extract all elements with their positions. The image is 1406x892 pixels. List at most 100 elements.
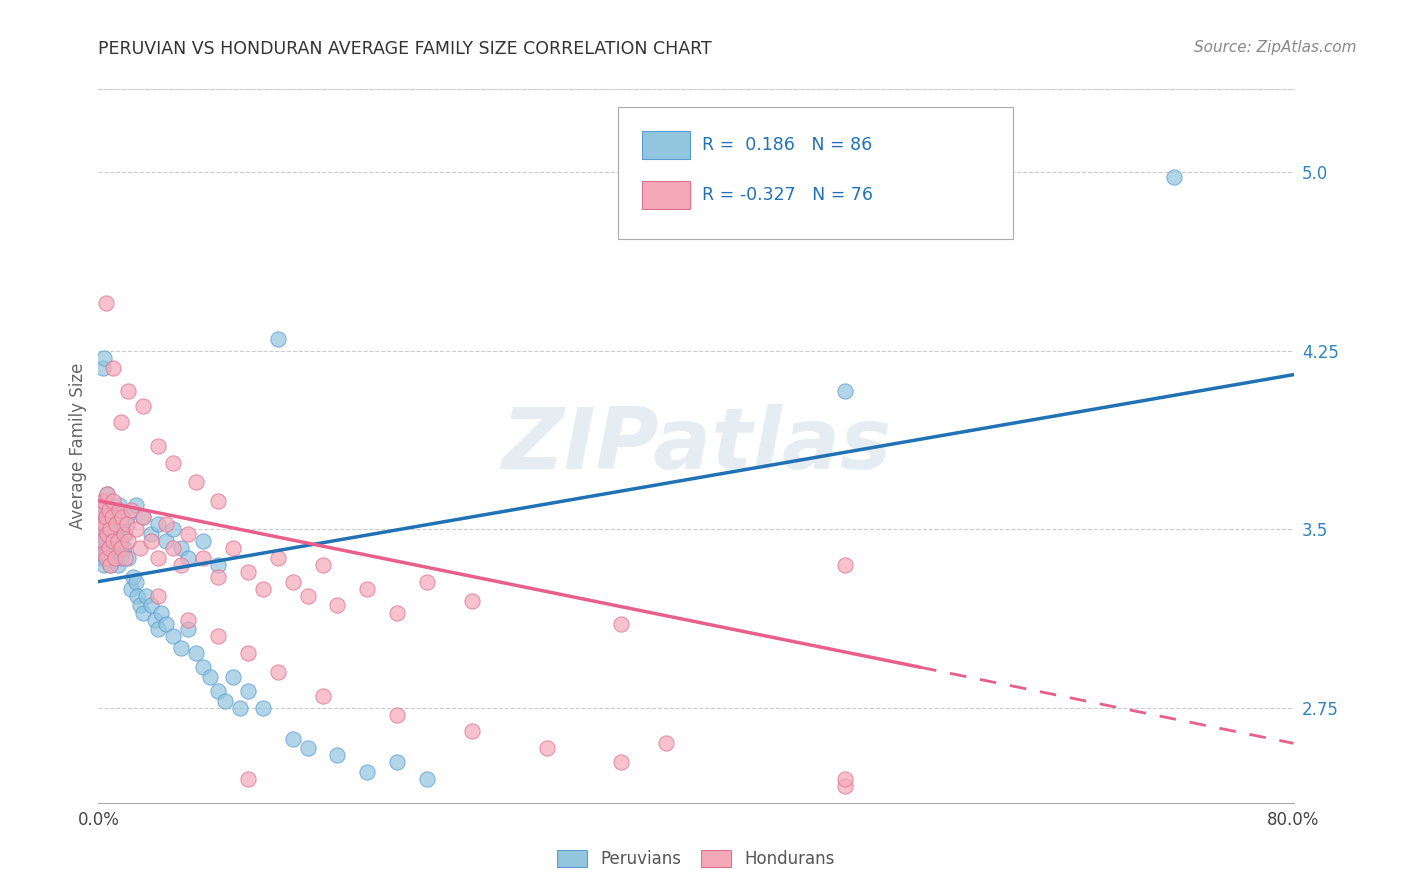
Point <box>110 550 132 565</box>
Point <box>107 534 129 549</box>
Point <box>91 527 114 541</box>
Point <box>117 534 139 549</box>
Text: R = -0.327   N = 76: R = -0.327 N = 76 <box>702 186 873 203</box>
Point <box>91 493 114 508</box>
Point <box>105 541 128 556</box>
Point <box>834 772 856 786</box>
Point <box>252 582 274 596</box>
Point <box>297 589 319 603</box>
Point <box>143 613 166 627</box>
Point <box>139 534 162 549</box>
Point <box>90 503 112 517</box>
Point <box>385 606 409 620</box>
Point <box>91 534 114 549</box>
Point <box>297 741 319 756</box>
Point <box>94 510 117 524</box>
Point <box>222 541 245 556</box>
Point <box>94 534 117 549</box>
Point <box>93 493 115 508</box>
Point <box>101 510 124 524</box>
Point <box>103 534 125 549</box>
Point <box>110 534 132 549</box>
Point <box>90 541 112 556</box>
Point <box>96 486 118 500</box>
Point <box>94 510 117 524</box>
Point <box>191 550 214 565</box>
Point <box>610 756 633 770</box>
Point <box>111 517 134 532</box>
Point <box>139 527 162 541</box>
Point <box>177 613 200 627</box>
Point <box>207 493 229 508</box>
Point <box>112 527 135 541</box>
Point <box>207 570 229 584</box>
Point <box>104 517 127 532</box>
Point <box>129 599 152 613</box>
Point <box>184 475 207 489</box>
Point <box>326 599 349 613</box>
Point <box>267 550 290 565</box>
Point <box>97 503 120 517</box>
Point <box>100 558 122 572</box>
Point <box>105 517 128 532</box>
Text: ZIPatlas: ZIPatlas <box>501 404 891 488</box>
Point <box>104 550 127 565</box>
Point <box>326 748 349 763</box>
Point <box>148 439 170 453</box>
Point <box>127 589 149 603</box>
Point <box>100 558 122 572</box>
Point <box>91 536 114 550</box>
Point <box>129 541 152 556</box>
Point <box>125 574 148 589</box>
Point <box>125 522 148 536</box>
Point <box>93 558 115 572</box>
Point <box>107 558 129 572</box>
Point <box>148 589 170 603</box>
Point <box>385 756 409 770</box>
Point <box>114 550 136 565</box>
Point <box>207 629 229 643</box>
Point <box>103 493 125 508</box>
Point <box>177 622 200 636</box>
Point <box>184 646 207 660</box>
Point <box>132 510 155 524</box>
Point <box>834 384 856 399</box>
Point <box>356 764 378 779</box>
Point <box>103 503 125 517</box>
Point <box>416 574 439 589</box>
Point <box>834 558 856 572</box>
FancyBboxPatch shape <box>643 180 690 209</box>
Point <box>148 622 170 636</box>
Point <box>97 541 120 556</box>
Point <box>96 527 118 541</box>
Point <box>94 296 117 310</box>
Point <box>229 700 252 714</box>
Point <box>89 532 111 546</box>
Point <box>93 517 115 532</box>
Point <box>93 351 115 365</box>
Point <box>139 599 162 613</box>
Point <box>207 684 229 698</box>
Point <box>94 546 117 560</box>
Point <box>110 541 132 556</box>
Point <box>236 565 259 579</box>
Legend: Peruvians, Hondurans: Peruvians, Hondurans <box>548 842 844 877</box>
Point <box>112 541 135 556</box>
Point <box>120 582 142 596</box>
Point <box>108 499 131 513</box>
Point <box>90 550 112 565</box>
Point <box>132 510 155 524</box>
Point <box>655 736 678 750</box>
Point <box>104 550 127 565</box>
Point <box>162 629 184 643</box>
Point <box>96 517 118 532</box>
Point <box>115 510 138 524</box>
Point <box>191 534 214 549</box>
Point <box>169 641 191 656</box>
Point <box>105 527 128 541</box>
Point <box>132 606 155 620</box>
Point <box>236 684 259 698</box>
Point <box>132 399 155 413</box>
Point <box>214 693 236 707</box>
Point <box>267 665 290 679</box>
